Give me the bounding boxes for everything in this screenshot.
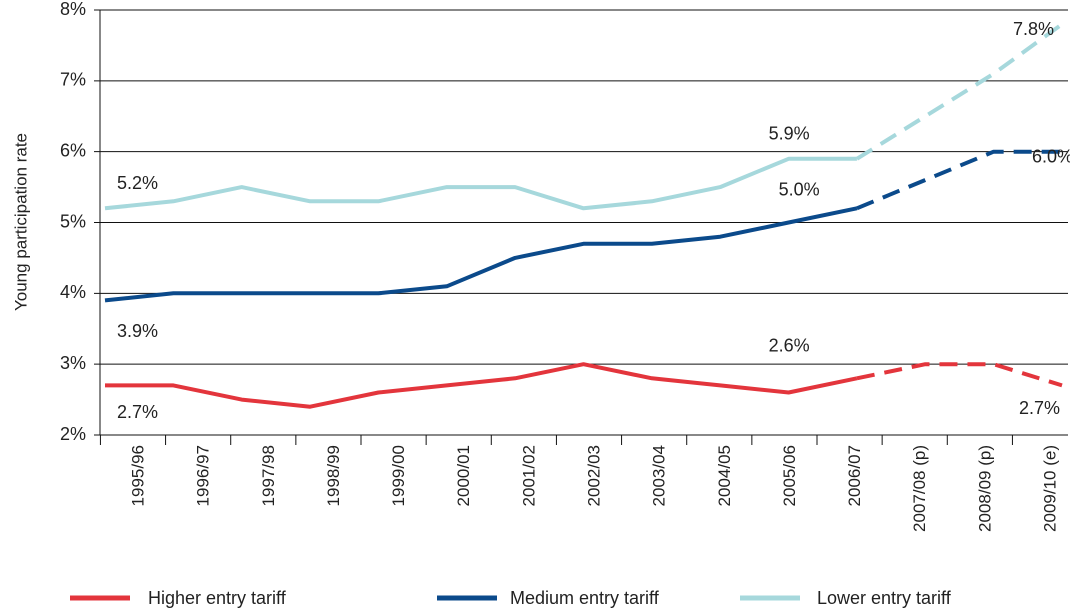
x-tick-label: 2009/10 (e) — [1040, 445, 1059, 532]
legend-label: Lower entry tariff — [817, 588, 952, 608]
series-line — [104, 156, 857, 211]
x-tick-label: 2004/05 — [715, 445, 734, 506]
y-tick-label: 5% — [60, 211, 86, 231]
data-label: 5.9% — [769, 124, 810, 144]
y-axis-title: Young participation rate — [11, 133, 30, 311]
series-line-projected — [856, 149, 1062, 211]
series-line-projected — [855, 22, 1064, 161]
x-tick-label: 1998/99 — [324, 445, 343, 506]
y-tick-label: 8% — [60, 0, 86, 19]
y-tick-label: 3% — [60, 353, 86, 373]
x-tick-label: 2001/02 — [519, 445, 538, 506]
x-tick-label: 2000/01 — [454, 445, 473, 506]
legend-label: Higher entry tariff — [148, 588, 287, 608]
x-tick-label: 2008/09 (p) — [975, 445, 994, 532]
legend-label: Medium entry tariff — [510, 588, 660, 608]
data-label: 6.0% — [1032, 146, 1070, 166]
x-tick-label: 2006/07 — [845, 445, 864, 506]
data-label: 7.8% — [1013, 19, 1054, 39]
x-tick-label: 1999/00 — [389, 445, 408, 506]
x-tick-label: 2003/04 — [650, 445, 669, 506]
x-tick-label: 2007/08 (p) — [910, 445, 929, 532]
x-tick-label: 1995/96 — [128, 445, 147, 506]
y-tick-label: 7% — [60, 70, 86, 90]
y-tick-label: 4% — [60, 282, 86, 302]
series-line-projected — [856, 362, 1063, 388]
x-tick-label: 2005/06 — [780, 445, 799, 506]
x-tick-label: 2002/03 — [584, 445, 603, 506]
data-label: 2.7% — [1019, 398, 1060, 418]
series-line — [105, 362, 858, 409]
data-label: 3.9% — [117, 321, 158, 341]
y-tick-label: 6% — [60, 140, 86, 160]
data-label: 5.2% — [117, 173, 158, 193]
x-tick-label: 1997/98 — [259, 445, 278, 506]
data-label: 2.7% — [117, 402, 158, 422]
x-tick-label: 1996/97 — [194, 445, 213, 506]
series-line — [104, 206, 858, 303]
data-label: 5.0% — [779, 179, 820, 199]
y-tick-label: 2% — [60, 424, 86, 444]
data-label: 2.6% — [769, 335, 810, 355]
